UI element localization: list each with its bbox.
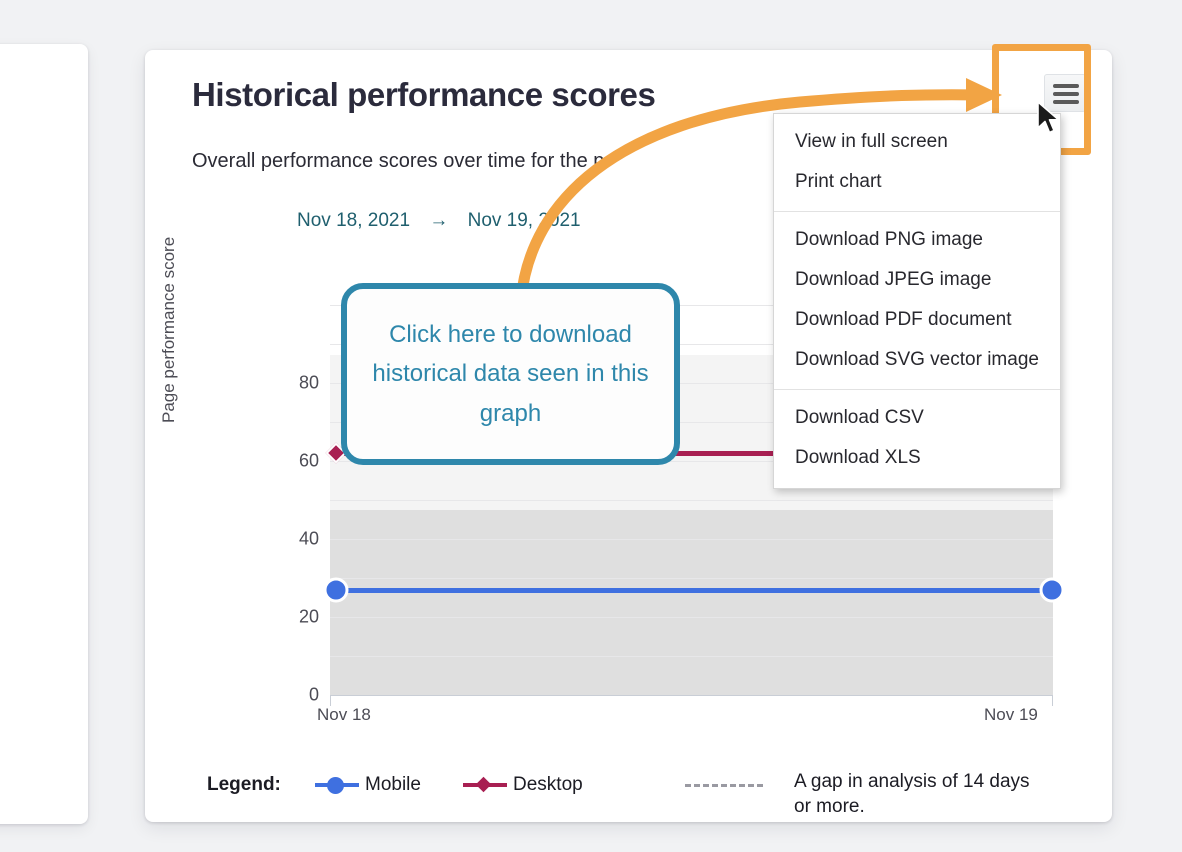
date-range: Nov 18, 2021 → Nov 19, 2021 [297,210,581,232]
gridline [330,344,1053,345]
menu-item-download-csv[interactable]: Download CSV [795,407,924,428]
y-axis-title: Page performance score [159,236,178,423]
legend-label: Legend: [207,774,281,795]
gridline [330,539,1053,540]
series-marker-mobile-end[interactable] [1039,577,1065,603]
gridline [330,305,1053,306]
series-marker-mobile-start[interactable] [323,577,349,603]
score-band-poor [330,510,1053,695]
y-tick-label: 20 [298,606,319,627]
date-range-to: Nov 19, 2021 [467,210,581,231]
legend-gap-note-line: A gap in analysis of 14 days [794,771,1030,792]
page-title: Historical performance scores [192,76,656,113]
gridline [330,383,1053,384]
adjacent-card-peek [0,44,88,824]
legend-swatch-mobile [315,775,359,795]
legend-item-label: Desktop [513,774,583,795]
card-subtitle: Overall performance scores over time for… [192,150,605,172]
y-tick-label: 0 [308,684,319,705]
instruction-callout: Click here to download historical data s… [341,283,680,465]
gridline [330,656,1053,657]
legend-item-desktop[interactable]: Desktop [463,774,583,796]
menu-item-download-svg[interactable]: Download SVG vector image [795,349,1039,370]
x-tick-label: Nov 19 [984,705,1038,724]
menu-separator [774,389,1060,390]
gridline [330,578,1053,579]
y-tick-label: 80 [298,372,319,393]
menu-item-view-full-screen[interactable]: View in full screen [795,131,948,152]
gridline [330,422,1053,423]
gridline [330,617,1053,618]
hamburger-icon-bar [1053,92,1079,96]
y-tick-label: 40 [298,528,319,549]
chart-menu-button[interactable] [1044,74,1086,112]
instruction-callout-text: Click here to download historical data s… [372,320,649,427]
menu-item-download-png[interactable]: Download PNG image [795,229,983,250]
legend-gap-note: A gap in analysis of 14 days or more. [794,770,1030,819]
date-range-from: Nov 18, 2021 [297,210,411,231]
menu-separator [774,211,1060,212]
menu-item-download-jpeg[interactable]: Download JPEG image [795,269,992,290]
y-tick-label: 60 [298,450,319,471]
x-axis-tick [330,695,331,706]
gridline [330,461,1053,462]
hamburger-icon-bar [1053,84,1079,88]
menu-item-download-xls[interactable]: Download XLS [795,447,921,468]
legend-swatch-desktop [463,775,507,795]
x-tick-label: Nov 18 [317,705,371,724]
gap-dash-icon [685,784,763,787]
gridline [330,500,1053,501]
hamburger-icon-bar [1053,100,1079,104]
legend-item-mobile[interactable]: Mobile [315,774,421,796]
series-line-desktop [336,451,1048,456]
legend-item-label: Mobile [365,774,421,795]
menu-item-download-pdf[interactable]: Download PDF document [795,309,1012,330]
chart-export-menu[interactable]: View in full screen Print chart Download… [773,113,1061,489]
x-axis-line [330,695,1053,696]
date-range-arrow-icon: → [429,210,449,231]
x-axis-tick [1052,695,1053,706]
menu-item-print-chart[interactable]: Print chart [795,171,882,192]
chart-legend: Legend: Mobile Desktop A gap in analysis… [207,762,1087,832]
legend-gap-note-line: or more. [794,795,865,817]
series-line-mobile [336,588,1048,593]
